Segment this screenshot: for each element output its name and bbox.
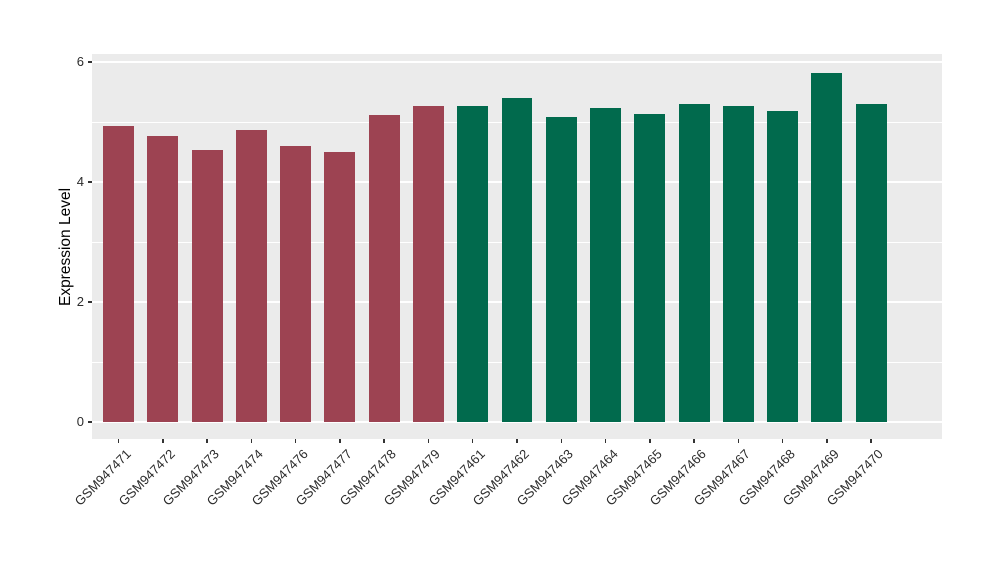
bar xyxy=(545,116,577,422)
y-axis-title: Expression Level xyxy=(57,187,74,307)
bar xyxy=(811,73,843,422)
bar xyxy=(767,110,799,422)
gridline-major xyxy=(92,421,942,423)
x-tick-mark xyxy=(294,439,297,443)
bar xyxy=(368,114,400,422)
bar xyxy=(722,105,754,422)
bar xyxy=(103,126,135,422)
x-tick-mark xyxy=(649,439,651,443)
bar xyxy=(191,150,223,422)
x-tick-mark xyxy=(693,439,695,443)
gridline-major xyxy=(92,61,942,63)
y-tick-label: 0 xyxy=(76,414,84,429)
bar xyxy=(147,136,179,422)
x-tick-mark xyxy=(206,439,208,443)
y-tick-label: 2 xyxy=(76,294,84,309)
bar xyxy=(412,105,444,422)
bar xyxy=(855,104,887,422)
x-tick-mark xyxy=(162,439,164,443)
x-tick-mark xyxy=(781,439,784,443)
bar xyxy=(235,130,267,422)
y-tick-mark xyxy=(88,181,92,183)
x-tick-mark xyxy=(472,439,474,443)
x-tick-mark xyxy=(117,439,120,443)
bar xyxy=(280,146,312,422)
y-tick-label: 4 xyxy=(76,174,84,189)
bar xyxy=(501,98,533,422)
y-tick-mark xyxy=(88,421,92,423)
x-tick-mark xyxy=(737,439,740,443)
x-tick-mark xyxy=(339,439,341,443)
x-tick-mark xyxy=(560,439,562,443)
x-tick-mark xyxy=(383,439,385,443)
x-tick-mark xyxy=(427,439,430,443)
x-tick-mark xyxy=(604,439,607,443)
x-tick-mark xyxy=(516,439,518,443)
x-tick-mark xyxy=(826,439,828,443)
x-tick-mark xyxy=(250,439,253,443)
x-tick-mark xyxy=(870,439,872,443)
y-tick-mark xyxy=(88,61,92,63)
bar xyxy=(590,108,622,422)
y-tick-mark xyxy=(88,301,92,303)
y-tick-label: 6 xyxy=(76,54,84,69)
bar xyxy=(678,104,710,422)
plot-panel xyxy=(92,54,942,439)
bar xyxy=(634,113,666,422)
bar xyxy=(457,106,489,422)
bar xyxy=(324,152,356,422)
